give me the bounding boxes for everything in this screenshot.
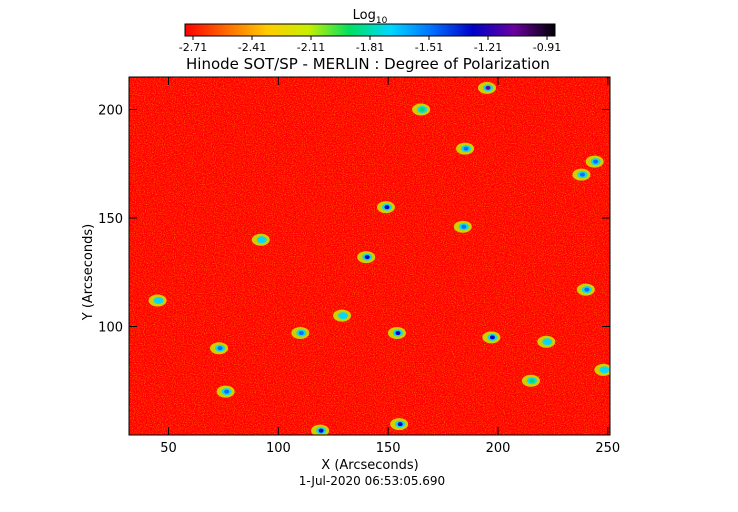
x-tick-label: 50 [160,441,177,456]
heatmap-features [148,81,610,435]
colorbar-tick-label: -2.71 [179,41,207,54]
heatmap-feature [291,327,310,340]
colorbar: Log10 -2.71 -2.41 -2.11 -1.81 -1.51 -1.21 -0.9… [179,8,561,54]
y-tick-label: 150 [98,212,123,227]
colorbar-tick-label: -1.81 [356,41,384,54]
x-axis: 50 100 150 200 250 [160,77,620,456]
chart-title: Hinode SOT/SP - MERLIN : Degree of Polar… [186,55,550,73]
heatmap-feature [482,331,501,344]
heatmap-feature [357,251,376,264]
x-tick-label: 150 [376,441,401,456]
heatmap-feature [585,155,604,168]
heatmap-feature [390,418,409,431]
colorbar-gradient [184,23,556,37]
heatmap-feature [148,294,167,307]
colorbar-tick-label: -1.21 [474,41,502,54]
heatmap-feature [576,283,595,296]
heatmap-feature [537,335,556,348]
heatmap-feature [478,81,497,94]
heatmap-feature [333,309,352,322]
heatmap-feature [251,233,270,246]
colorbar-ticks: -2.71 -2.41 -2.11 -1.81 -1.51 -1.21 -0.91 [179,36,561,54]
x-tick-label: 250 [595,441,620,456]
y-axis-label: Y (Arcseconds) [81,224,96,321]
heatmap-feature [521,374,540,387]
heatmap-feature [210,342,229,355]
x-tick-label: 100 [266,441,291,456]
heatmap-feature [572,168,591,181]
colorbar-tick-label: -0.91 [533,41,561,54]
heatmap-feature [311,424,330,435]
heatmap-feature [216,385,235,398]
timestamp: 1-Jul-2020 06:53:05.690 [299,474,445,488]
y-tick-label: 100 [98,321,123,336]
colorbar-label: Log10 [353,8,388,26]
heatmap-feature [376,201,395,214]
x-tick-label: 200 [486,441,511,456]
heatmap-feature [594,363,610,376]
colorbar-tick-label: -1.51 [415,41,443,54]
x-axis-label: X (Arcseconds) [321,458,418,473]
heatmap-feature [453,220,472,233]
y-axis: 100 150 200 [98,104,610,336]
heatmap-feature [412,103,431,116]
colorbar-tick-label: -2.41 [238,41,266,54]
plot-frame [128,76,611,436]
y-tick-label: 200 [98,104,123,119]
plot-area [128,76,611,436]
heatmap-feature [387,327,406,340]
colorbar-tick-label: -2.11 [297,41,325,54]
heatmap-feature [456,142,475,155]
